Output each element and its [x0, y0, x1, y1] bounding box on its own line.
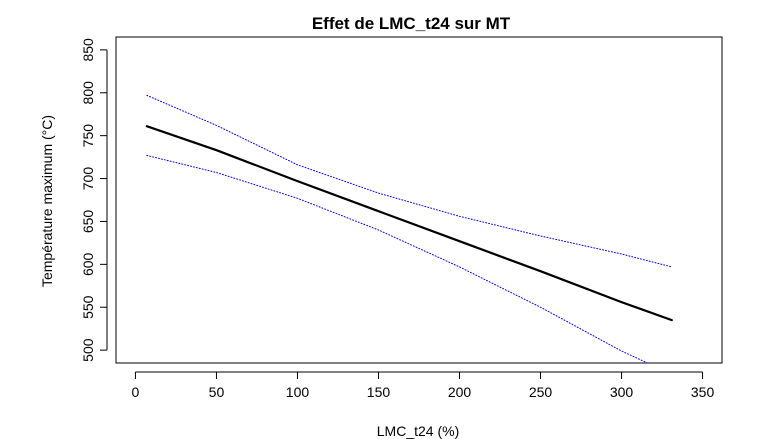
x-tick-label: 50: [209, 384, 225, 400]
x-tick-label: 150: [367, 384, 391, 400]
y-tick-label: 600: [80, 252, 96, 276]
y-tick-label: 800: [80, 81, 96, 105]
y-axis: 500 550 600 650 700 750 800 850: [80, 38, 108, 362]
y-axis-label: Température maximum (°C): [39, 115, 55, 287]
x-tick-label: 200: [448, 384, 472, 400]
x-tick-label: 300: [610, 384, 634, 400]
x-tick-label: 100: [286, 384, 310, 400]
y-tick-label: 500: [80, 338, 96, 362]
lower-confidence-line: [146, 154, 648, 364]
y-tick-label: 750: [80, 124, 96, 148]
upper-confidence-line: [146, 94, 673, 268]
y-tick-label: 700: [80, 167, 96, 191]
plot-area-frame: [115, 36, 723, 364]
x-tick-label: 250: [529, 384, 553, 400]
series-layer: [145, 94, 673, 364]
chart-title: Effet de LMC_t24 sur MT: [312, 14, 511, 33]
x-axis-label: LMC_t24 (%): [377, 423, 459, 439]
x-tick-label: 350: [691, 384, 715, 400]
x-axis: 0 50 100 150 200 250 300 350: [132, 371, 715, 400]
y-tick-label: 650: [80, 210, 96, 234]
fit-line: [145, 125, 673, 322]
y-tick-label: 850: [80, 38, 96, 62]
x-tick-label: 0: [132, 384, 140, 400]
y-tick-label: 550: [80, 295, 96, 319]
